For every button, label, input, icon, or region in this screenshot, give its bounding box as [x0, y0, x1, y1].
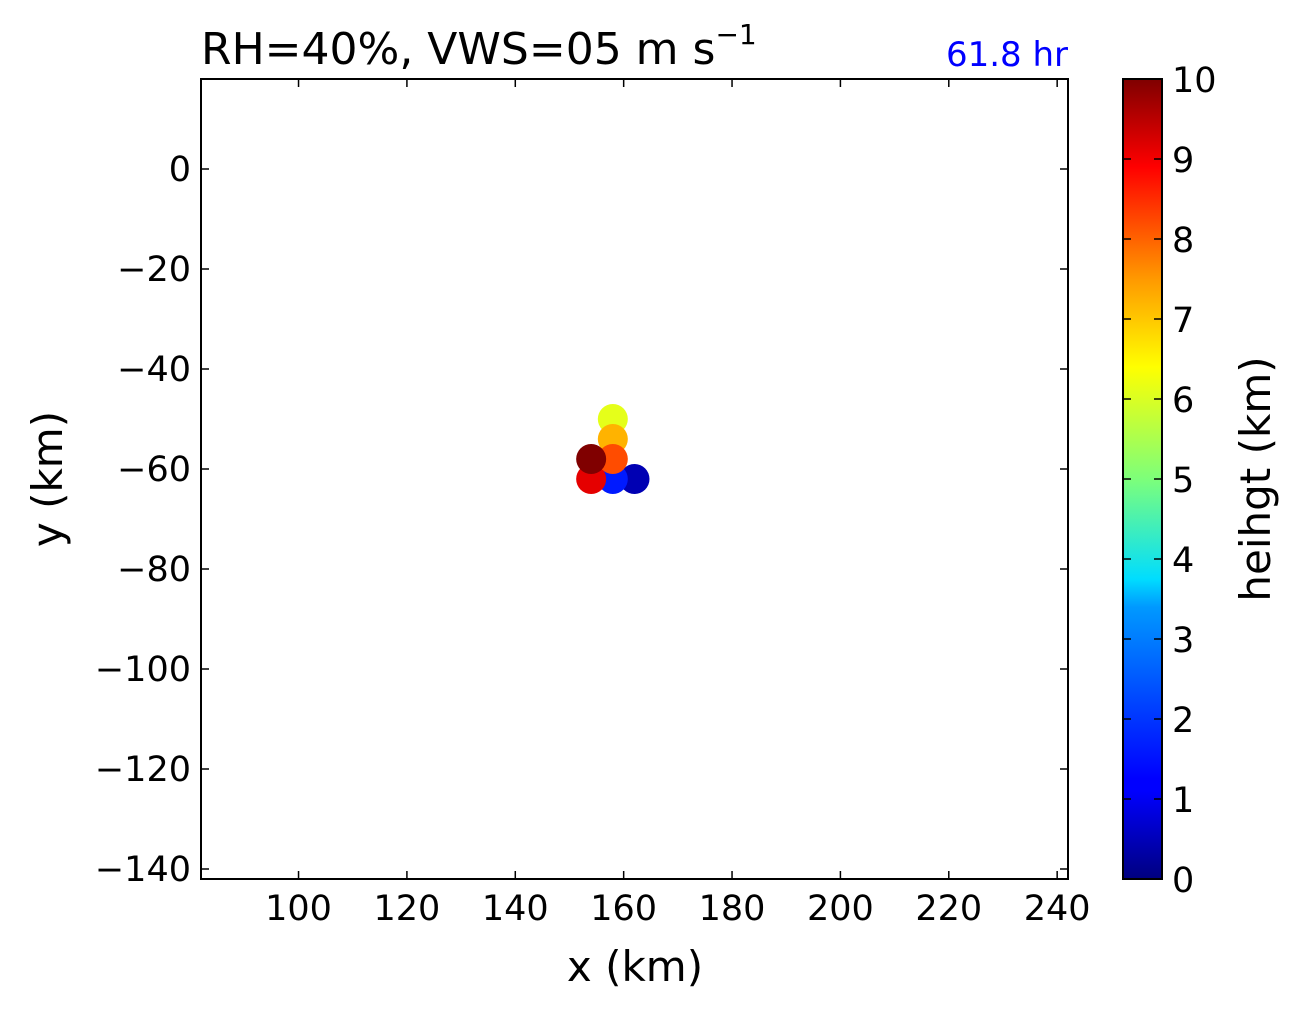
- y-tick-label: −20: [117, 250, 191, 290]
- colorbar-tick-label: 8: [1172, 221, 1194, 261]
- x-tick-label: 100: [265, 889, 332, 929]
- y-axis-ticks: 0 −20 −40 −60 −80 −100 −120 −140: [95, 150, 1068, 890]
- y-tick-label: −60: [117, 450, 191, 490]
- x-tick-label: 200: [807, 889, 874, 929]
- scatter-point: [619, 464, 650, 494]
- x-axis-label: x (km): [567, 942, 703, 991]
- y-axis-label: y (km): [23, 411, 72, 547]
- x-tick-label: 120: [374, 889, 441, 929]
- x-axis-ticks: 100 120 140 160 180 200 220 240: [265, 79, 1091, 929]
- colorbar-tick-label: 3: [1172, 621, 1194, 661]
- y-tick-label: −100: [95, 650, 191, 690]
- colorbar-tick-label: 6: [1172, 381, 1194, 421]
- scatter-points: [576, 404, 650, 494]
- chart-title-superscript: −1: [715, 18, 756, 51]
- y-tick-label: −40: [117, 350, 191, 390]
- colorbar-tick-label: 0: [1172, 861, 1194, 901]
- x-tick-label: 140: [482, 889, 549, 929]
- y-tick-label: −140: [95, 850, 191, 890]
- colorbar-tick-label: 5: [1172, 461, 1194, 501]
- colorbar-tick-label: 7: [1172, 301, 1194, 341]
- colorbar-tick-label: 2: [1172, 701, 1194, 741]
- colorbar-tick-label: 4: [1172, 541, 1194, 581]
- chart-title: RH=40%, VWS=05 m s−1: [201, 18, 757, 75]
- x-tick-label: 160: [590, 889, 657, 929]
- time-label: 61.8 hr: [946, 35, 1068, 75]
- x-tick-label: 240: [1024, 889, 1091, 929]
- colorbar-tick-label: 9: [1172, 141, 1194, 181]
- scatter-point: [597, 444, 628, 474]
- colorbar-label: heihgt (km): [1231, 356, 1280, 601]
- colorbar-tick-label: 10: [1172, 61, 1217, 101]
- scatter-point: [576, 444, 607, 474]
- chart-title-text: RH=40%, VWS=05 m s: [201, 24, 715, 75]
- y-tick-label: 0: [169, 150, 191, 190]
- colorbar-tick-label: 1: [1172, 781, 1194, 821]
- y-tick-label: −120: [95, 750, 191, 790]
- x-tick-label: 220: [915, 889, 982, 929]
- colorbar-ticks: 0 1 2 3 4 5 6 7 8 9 10: [1123, 61, 1217, 901]
- x-tick-label: 180: [699, 889, 766, 929]
- y-tick-label: −80: [117, 550, 191, 590]
